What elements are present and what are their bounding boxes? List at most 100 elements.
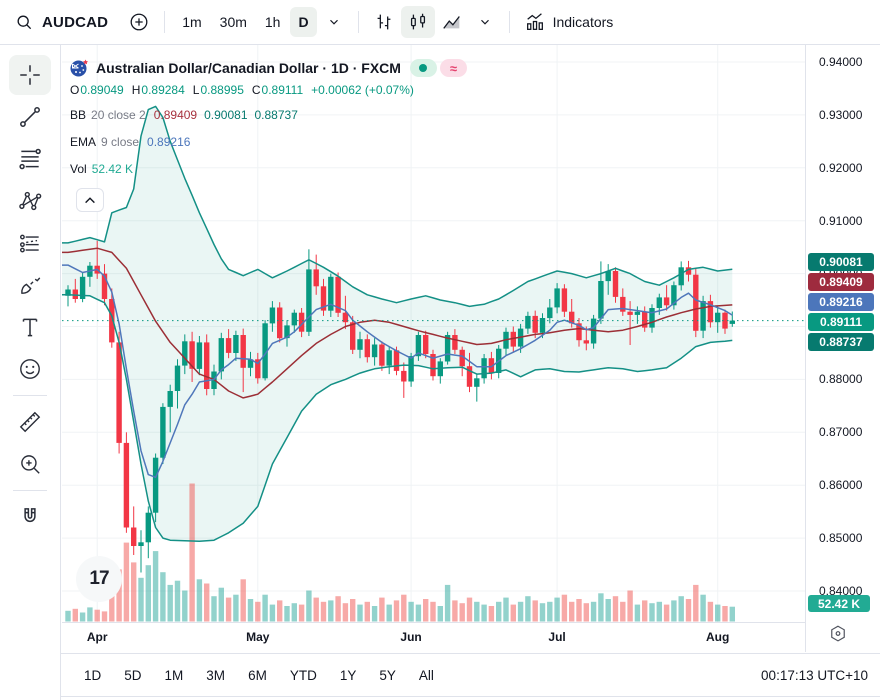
toolbar-divider [508, 11, 510, 33]
last-price-badge: 0.89111 [808, 313, 874, 331]
range-all[interactable]: All [412, 664, 441, 687]
bb-upper-line [62, 105, 733, 308]
price-axis[interactable]: 0.940000.930000.920000.910000.900000.890… [805, 45, 880, 652]
date-range-buttons: 1D 5D 1M 3M 6M YTD 1Y 5Y All [77, 664, 441, 687]
tool-crosshair[interactable] [9, 55, 51, 95]
interval-menu-button[interactable] [318, 6, 350, 38]
price-axis-label: 0.84000 [819, 584, 863, 598]
range-3m[interactable]: 3M [199, 664, 232, 687]
interval-1m[interactable]: 1m [174, 7, 209, 37]
tool-magnet[interactable] [9, 497, 51, 537]
market-open-indicator[interactable] [409, 59, 437, 77]
indicators-label: Indicators [552, 14, 614, 30]
bb-indicator-row[interactable]: BB 20 close 2 0.89409 0.90081 0.88737 [70, 107, 467, 124]
bb-lower-line [62, 294, 733, 543]
volume-indicator-row[interactable]: Vol 52.42 K [70, 161, 467, 178]
bb-params: 20 close 2 [91, 108, 146, 122]
time-axis[interactable]: Apr May Jun Jul Aug [62, 622, 805, 653]
bb-lower-badge: 0.88737 [808, 333, 874, 351]
tool-forecast[interactable] [9, 223, 51, 263]
symbol-name[interactable]: AUDCAD [42, 13, 109, 31]
tool-trend-line[interactable] [9, 97, 51, 137]
indicators-button[interactable]: Indicators [518, 6, 620, 38]
chevron-down-icon [329, 19, 338, 25]
change-value: +0.00062 (+0.07%) [311, 83, 414, 97]
area-chart-type-button[interactable] [435, 6, 469, 38]
indicators-icon [526, 13, 543, 30]
chevron-down-icon [480, 19, 489, 25]
toolbar-divider [357, 11, 359, 33]
range-1y[interactable]: 1Y [333, 664, 364, 687]
sidebar-divider [13, 395, 47, 396]
low-value: 0.88995 [200, 83, 244, 97]
price-axis-label: 0.87000 [819, 425, 863, 440]
bb-basis-line [62, 247, 733, 399]
trend-line-icon [20, 107, 40, 127]
tradingview-logo[interactable]: 17 [76, 556, 122, 602]
australia-flag-icon [70, 59, 88, 77]
text-icon [22, 318, 38, 337]
tool-ruler[interactable] [9, 402, 51, 442]
brush-icon [21, 277, 41, 294]
range-5y[interactable]: 5Y [372, 664, 403, 687]
search-icon [17, 15, 32, 30]
tool-zoom-in[interactable] [9, 444, 51, 484]
grid-lines [62, 45, 805, 622]
bars-chart-type-button[interactable] [367, 6, 401, 38]
interval-D[interactable]: D [290, 7, 317, 37]
tool-text[interactable] [9, 307, 51, 347]
zoom-in-icon [21, 455, 40, 474]
range-1m[interactable]: 1M [158, 664, 191, 687]
interval-30m[interactable]: 30m [212, 7, 255, 37]
price-axis-label: 0.93000 [819, 107, 863, 122]
price-scale-settings-button[interactable] [827, 623, 849, 645]
chart-type-menu-button[interactable] [469, 6, 501, 38]
tool-brush[interactable] [9, 265, 51, 305]
tool-fib-retracement[interactable] [9, 139, 51, 179]
volume-badge: 52.42 K [808, 595, 870, 612]
range-5d[interactable]: 5D [117, 664, 148, 687]
range-1d[interactable]: 1D [77, 664, 108, 687]
candles-chart-type-button[interactable] [400, 6, 435, 38]
interval-1h[interactable]: 1h [257, 7, 289, 37]
ema-params: 9 close [101, 135, 140, 149]
time-axis-label-jun: Jun [400, 630, 422, 644]
fib-retracement-icon [19, 148, 41, 170]
bars-chart-type-icon [377, 14, 391, 30]
xabcd-pattern-icon [19, 191, 42, 211]
delayed-data-indicator[interactable]: ≈ [439, 59, 467, 77]
open-value: 0.89049 [80, 83, 124, 97]
crosshair-icon [20, 65, 40, 85]
tool-xabcd-pattern[interactable] [9, 181, 51, 221]
close-label: C [251, 83, 261, 97]
high-label: H [131, 83, 141, 97]
symbol-title[interactable]: Australian Dollar/Canadian Dollar · 1D ·… [96, 59, 401, 76]
compare-add-button[interactable] [122, 6, 156, 38]
volume-series [65, 483, 735, 622]
legend-collapse-button[interactable] [76, 188, 104, 212]
price-axis-label: 0.85000 [819, 531, 863, 546]
area-chart-type-icon [442, 16, 460, 29]
interval-buttons: 1m 30m 1h D [173, 7, 317, 37]
range-6m[interactable]: 6M [241, 664, 274, 687]
symbol-search-button[interactable] [8, 6, 40, 38]
vol-value: 52.42 K [91, 162, 134, 176]
top-toolbar: AUDCAD 1m 30m 1h D Indicators [0, 0, 880, 45]
ohlc-row: O 0.89049 H 0.89284 L 0.88995 C 0.89111 +0.0… [70, 82, 467, 99]
open-label: O [70, 83, 80, 97]
ruler-icon [19, 411, 41, 433]
ema-indicator-row[interactable]: EMA 9 close 0.89216 [70, 134, 467, 151]
drawing-toolbar [0, 45, 61, 700]
price-chart[interactable] [62, 45, 805, 622]
market-open-dot-icon [419, 64, 428, 72]
time-axis-label-apr: Apr [86, 630, 108, 644]
magnet-icon [24, 508, 36, 523]
range-ytd[interactable]: YTD [283, 664, 324, 687]
clock[interactable]: 00:17:13 UTC+10 [761, 667, 868, 683]
chevron-up-icon [85, 197, 95, 204]
sidebar-divider [13, 490, 47, 491]
tool-emoji[interactable] [9, 349, 51, 389]
compare-add-icon [130, 13, 148, 31]
price-axis-label: 0.86000 [819, 478, 863, 493]
